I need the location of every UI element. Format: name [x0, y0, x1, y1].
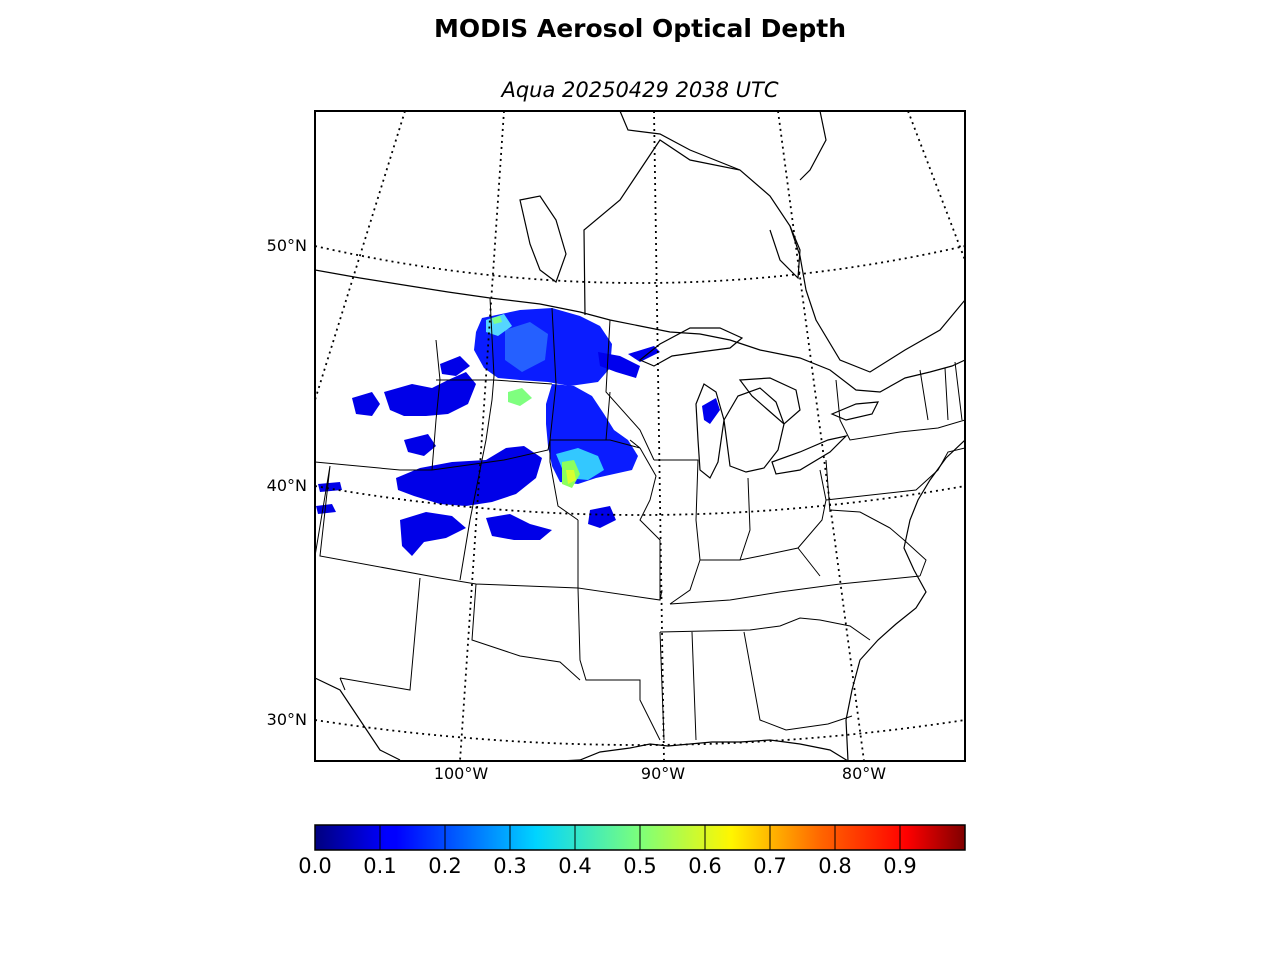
northern-coast: [619, 111, 827, 181]
colorbar-tick-label: 0.0: [298, 854, 332, 878]
lake-superior: [638, 327, 744, 367]
lat-label-40: 40°N: [266, 476, 307, 495]
lake-michigan: [695, 383, 725, 479]
state-borders: [315, 297, 965, 741]
lon-label-80w: 80°W: [841, 764, 887, 783]
aod-plume-west-e: [400, 512, 466, 556]
atlantic-coast: [845, 439, 965, 761]
colorbar-tick-label: 0.7: [753, 854, 787, 878]
lon-line-75: [907, 111, 965, 261]
lake-erie: [771, 434, 848, 475]
colorbar-tick-label: 0.5: [623, 854, 657, 878]
aod-plume-west-i: [440, 356, 470, 376]
map-subtitle: Aqua 20250429 2038 UTC: [501, 78, 779, 102]
colorbar-tick-label: 0.4: [558, 854, 592, 878]
lon-line-90: [653, 111, 665, 761]
aod-plume-lake-mi: [702, 398, 720, 424]
lat-label-30: 30°N: [266, 710, 307, 729]
aod-plume-west-h: [588, 506, 616, 528]
lat-label-50: 50°N: [266, 236, 307, 255]
lon-label-90w: 90°W: [640, 764, 686, 783]
aod-plume-west-g: [316, 504, 336, 514]
hudson-bay-coast: [583, 139, 965, 373]
colorbar-tick-marks: [379, 825, 901, 850]
aod-plume-north-light: [505, 322, 548, 372]
lon-line-100: [459, 111, 505, 761]
map-frame: [314, 110, 966, 762]
aod-plume-west-d: [396, 446, 542, 506]
aod-plume-west-f: [486, 514, 552, 540]
aod-plume-west-c: [404, 434, 436, 456]
colorbar-tick-label: 0.9: [883, 854, 917, 878]
lake-ontario: [830, 401, 880, 421]
us-canada-border: [315, 269, 965, 393]
texas-coast: [315, 677, 401, 761]
boundaries-layer: [315, 111, 965, 761]
lon-line-105: [315, 111, 406, 401]
map-title: MODIS Aerosol Optical Depth: [433, 14, 846, 43]
gulf-coast: [559, 739, 849, 761]
lat-line-30: [315, 719, 965, 746]
aod-plume-minn-east: [598, 352, 640, 378]
james-bay: [769, 225, 801, 280]
aod-plume-green-patch: [508, 388, 532, 406]
lon-line-80: [777, 111, 865, 761]
colorbar-tick-label: 0.2: [428, 854, 462, 878]
aod-plume-west-j: [318, 482, 342, 492]
lake-winnipeg: [519, 195, 567, 283]
lat-line-50: [315, 245, 965, 284]
colorbar-tick-label: 0.6: [688, 854, 722, 878]
aod-plume-north-patch2: [492, 316, 502, 324]
aod-plume-central-yellow: [566, 470, 576, 484]
colorbar-tick-label: 0.3: [493, 854, 527, 878]
lon-label-100w: 100°W: [433, 764, 489, 783]
colorbar-tick-label: 0.8: [818, 854, 852, 878]
aerosol-data-layer: [316, 308, 720, 556]
graticule-layer: [315, 111, 965, 761]
aod-plume-west-a: [352, 392, 380, 416]
aod-plume-west-b: [384, 372, 476, 416]
colorbar-tick-label: 0.1: [363, 854, 397, 878]
lake-huron: [738, 377, 801, 425]
michigan-lower: [723, 387, 785, 473]
